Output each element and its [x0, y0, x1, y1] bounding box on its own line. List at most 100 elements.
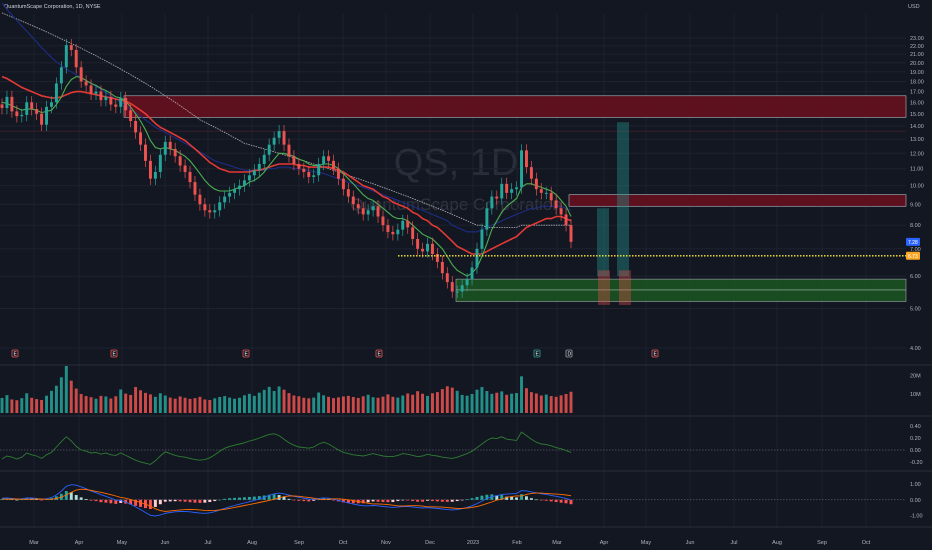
candle-body	[401, 220, 405, 230]
candle-body	[440, 261, 444, 274]
candle-body	[346, 189, 350, 197]
volume-bar	[475, 389, 479, 413]
macd-histogram-bar	[104, 499, 108, 503]
macd-histogram-bar	[287, 498, 291, 500]
price-tick-label: 23.00	[910, 36, 924, 42]
candle-body	[485, 208, 489, 230]
volume-bar	[371, 397, 375, 413]
event-marker[interactable]: E	[11, 349, 19, 358]
candle-body	[495, 196, 499, 199]
time-tick-label: 2023	[467, 540, 479, 546]
resistance-zone[interactable]	[123, 95, 907, 118]
candle-body	[386, 225, 390, 232]
macd-histogram-bar	[490, 494, 494, 500]
candle-body	[366, 210, 370, 215]
time-axis[interactable]: Mar Apr May Jun Jul Aug Sep Oct Nov Dec 2023 Feb Mar…	[29, 540, 870, 546]
candle-body	[559, 208, 563, 215]
ema-fast-line	[1, 76, 572, 277]
macd-histogram-bar	[445, 499, 449, 502]
event-marker[interactable]: E	[533, 349, 541, 358]
candle-body	[223, 196, 227, 203]
volume-bar	[84, 396, 88, 413]
macd-histogram-bar	[79, 497, 83, 500]
candle-body	[450, 282, 454, 292]
candle-body	[208, 210, 212, 213]
volume-bar	[505, 394, 509, 413]
macd-histogram-bar	[15, 499, 19, 501]
volume-bar	[252, 395, 256, 413]
volume-bar	[470, 394, 474, 413]
key-level-tag	[906, 251, 920, 260]
volume-bar	[564, 394, 568, 413]
candle-body	[332, 160, 335, 169]
candle-body	[351, 196, 355, 205]
event-marker[interactable]: E	[242, 349, 250, 358]
macd-histogram-bar	[376, 499, 380, 502]
candle-body	[144, 144, 147, 161]
volume-bar	[242, 395, 246, 413]
macd-histogram-bar	[183, 499, 187, 502]
event-marker[interactable]: E	[110, 349, 118, 358]
macd-histogram-bar	[500, 495, 504, 500]
event-marker[interactable]: E	[651, 349, 659, 358]
volume-bar	[267, 386, 271, 413]
volume-bar	[381, 396, 385, 413]
macd-histogram-bar	[74, 495, 78, 500]
target-zone[interactable]	[568, 194, 907, 207]
candle-body	[524, 150, 528, 168]
candle-body	[411, 227, 415, 239]
volume-bar	[104, 396, 108, 413]
candle-body	[302, 168, 306, 172]
price-tick-label: 7.00	[910, 247, 921, 253]
candle-body	[252, 170, 256, 176]
macd-histogram-bar	[109, 499, 113, 504]
volume-bar	[490, 393, 494, 413]
candle-body	[421, 248, 425, 252]
macd-histogram-bar	[539, 499, 543, 501]
time-tick-label: Sep	[294, 540, 304, 546]
macd-histogram-bar	[391, 499, 395, 503]
macd-histogram-bar	[346, 499, 350, 503]
macd-histogram-bar	[277, 495, 281, 500]
volume-bar	[173, 398, 177, 413]
volume-bar	[50, 390, 53, 413]
time-tick-label: Jun	[686, 540, 695, 546]
candle-body	[490, 196, 494, 209]
volume-bar	[35, 399, 39, 413]
volume-bar	[292, 395, 296, 413]
volume-bar	[129, 394, 133, 413]
volume-bar	[539, 395, 543, 413]
volume-bar	[40, 400, 44, 413]
candle-body	[554, 200, 558, 209]
support-zone[interactable]	[455, 278, 907, 302]
macd-histogram-bar	[129, 499, 133, 505]
candle-body	[30, 102, 34, 110]
event-marker-label: E	[536, 352, 540, 358]
volume-bar	[124, 393, 128, 413]
volume-bar	[465, 395, 469, 413]
volume-bar	[450, 387, 454, 413]
macd-histogram-bar	[35, 499, 39, 500]
macd-histogram-bar	[524, 496, 528, 500]
macd-histogram-bar	[228, 498, 232, 500]
event-marker[interactable]: D	[565, 349, 573, 358]
macd-histogram-bar	[381, 499, 385, 503]
volume-bar	[282, 389, 286, 413]
candle-body	[430, 243, 434, 254]
price-axis[interactable]: 23.00 22.00 21.00 20.00 19.00 18.00 17.00 16.00…	[910, 36, 924, 352]
macd-histogram-bar	[559, 499, 563, 503]
volume-bar	[396, 397, 400, 413]
price-tick-label: 5.00	[910, 306, 921, 312]
volume-bar	[495, 392, 499, 413]
volume-bar	[317, 392, 321, 413]
macd-histogram-bar	[416, 499, 420, 502]
candle-body	[539, 189, 543, 193]
candle-body	[69, 45, 73, 50]
volume-bar	[520, 376, 523, 413]
time-tick-label: Apr	[75, 540, 84, 546]
event-marker[interactable]: E	[375, 349, 383, 358]
macd-histogram-bar	[386, 499, 390, 503]
price-tick-label: 10.00	[910, 184, 924, 190]
candle-body	[327, 156, 331, 161]
volume-bar	[559, 395, 563, 413]
